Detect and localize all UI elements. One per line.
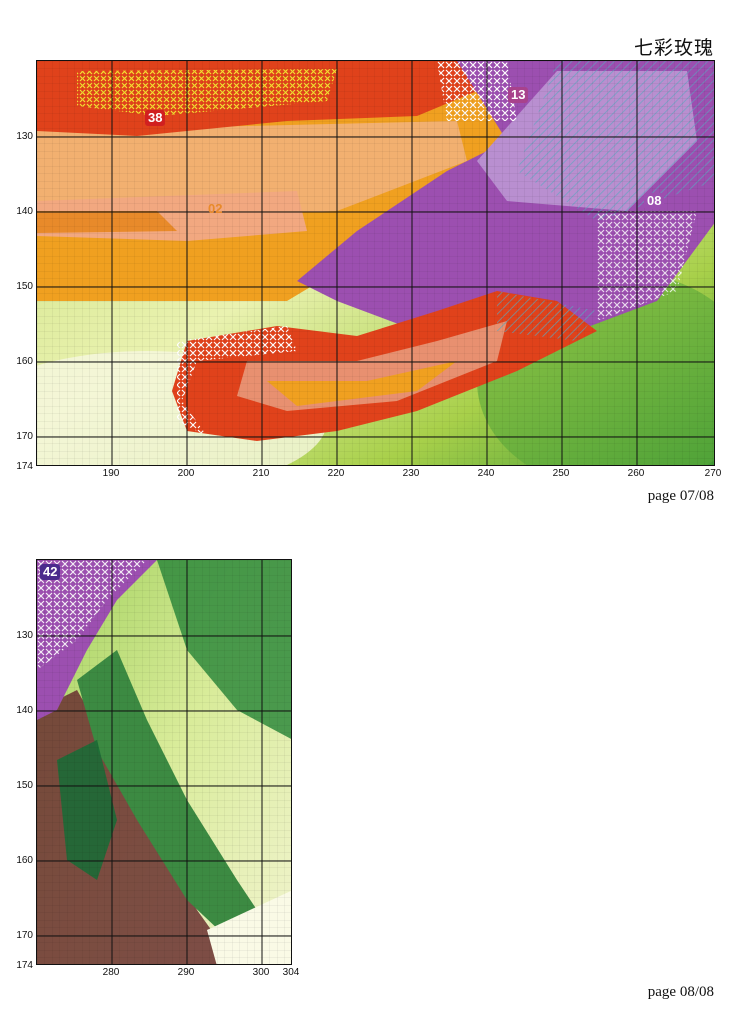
x-tick-200: 200 (177, 468, 195, 479)
major-grid-lines-page-08 (37, 560, 291, 964)
y-tick-174: 174 (16, 461, 33, 472)
pattern-chart-page-08 (36, 559, 292, 965)
x-tick-190: 190 (102, 468, 120, 479)
x-tick-270: 270 (704, 468, 722, 479)
color-code-02: 02 (208, 201, 223, 216)
y-tick-174-p8: 174 (16, 960, 33, 971)
x-tick-210: 210 (252, 468, 270, 479)
color-code-38: 38 (145, 110, 166, 126)
page-label-08: page 08/08 (647, 984, 714, 1000)
color-code-08: 08 (644, 193, 665, 209)
y-tick-140-p8: 140 (16, 705, 33, 716)
color-code-42: 42 (40, 564, 61, 580)
y-tick-170-p8: 170 (16, 930, 33, 941)
x-tick-250: 250 (552, 468, 570, 479)
x-tick-220: 220 (327, 468, 345, 479)
pattern-title: 七彩玫瑰 (633, 37, 714, 59)
x-tick-280: 280 (102, 967, 120, 978)
x-tick-300: 300 (252, 967, 270, 978)
pattern-chart-page-07 (36, 60, 715, 466)
y-tick-170: 170 (16, 431, 33, 442)
pattern-grid-page-08 (37, 560, 291, 964)
y-tick-150: 150 (16, 281, 33, 292)
x-tick-240: 240 (477, 468, 495, 479)
x-tick-304: 304 (282, 967, 300, 978)
pattern-grid-page-07 (37, 61, 714, 465)
y-tick-130-p8: 130 (16, 630, 33, 641)
major-grid-lines (37, 61, 714, 465)
y-tick-160-p8: 160 (16, 855, 33, 866)
x-tick-260: 260 (627, 468, 645, 479)
x-tick-290: 290 (177, 967, 195, 978)
y-tick-140: 140 (16, 206, 33, 217)
x-tick-230: 230 (402, 468, 420, 479)
y-tick-130: 130 (16, 131, 33, 142)
y-tick-150-p8: 150 (16, 780, 33, 791)
y-tick-160: 160 (16, 356, 33, 367)
page-label-07: page 07/08 (647, 488, 714, 504)
color-code-13: 13 (508, 87, 529, 103)
